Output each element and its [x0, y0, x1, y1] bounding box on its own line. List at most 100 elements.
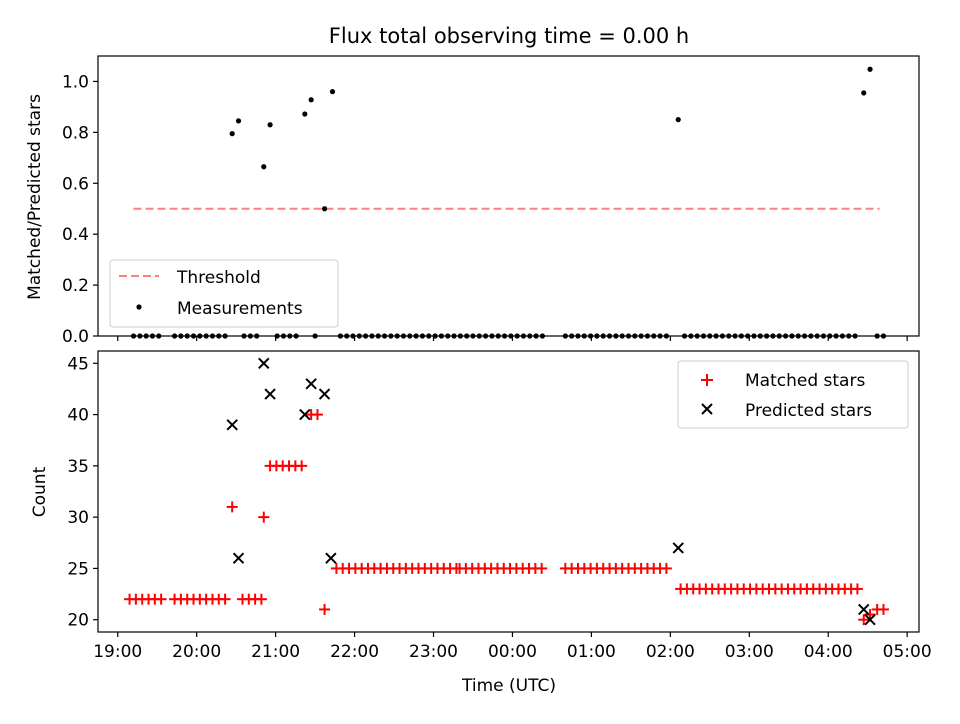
measurement-point — [432, 333, 438, 339]
measurement-point — [789, 333, 795, 339]
top-ytick-label: 0.2 — [62, 276, 89, 296]
matched-star-marker — [851, 583, 863, 595]
measurement-point — [356, 333, 362, 339]
matched-star-marker — [864, 609, 876, 621]
measurement-point — [700, 333, 707, 339]
measurement-point — [229, 131, 235, 137]
legend-measurements-swatch — [136, 304, 142, 310]
matched-star-marker — [155, 593, 167, 605]
measurement-point — [178, 333, 184, 339]
bottom-axes-frame — [97, 350, 920, 633]
bottom-ytick-label: 25 — [67, 559, 89, 579]
bottom-xlabel: Time (UTC) — [461, 676, 556, 696]
top-ytick-label: 0.6 — [62, 174, 89, 194]
matched-star-marker — [255, 593, 267, 605]
measurement-point — [267, 122, 273, 128]
measurement-point — [600, 333, 606, 339]
measurement-point — [801, 333, 808, 339]
measurement-point — [445, 333, 451, 339]
measurement-point — [413, 333, 419, 339]
bottom-data-layer — [124, 357, 889, 626]
measurement-point — [588, 333, 594, 339]
legend-predicted-label: Predicted stars — [745, 401, 872, 421]
measurement-point — [476, 333, 482, 339]
bottom-ytick-label: 30 — [67, 508, 89, 528]
measurement-point — [293, 333, 299, 339]
measurement-point — [606, 333, 613, 339]
measurement-point — [381, 333, 388, 339]
predicted-star-marker-b — [858, 603, 870, 616]
measurement-point — [235, 118, 242, 124]
measurement-point — [527, 333, 533, 339]
bottom-legend-box — [677, 360, 909, 429]
matched-star-marker — [219, 593, 231, 605]
bottom-xtick-label: 19:00 — [93, 642, 142, 662]
measurement-point — [451, 333, 457, 339]
measurement-point — [732, 333, 738, 339]
matched-star-marker — [258, 511, 270, 523]
measurement-point — [483, 333, 489, 339]
measurement-point — [280, 333, 287, 339]
predicted-star-marker-b — [318, 388, 331, 400]
bottom-xtick-label: 02:00 — [646, 642, 695, 662]
predicted-star-marker — [318, 388, 331, 400]
measurement-point — [814, 333, 820, 339]
bottom-ylabel: Count — [30, 466, 50, 517]
measurement-point — [751, 333, 757, 339]
bottom-xtick-label: 00:00 — [488, 642, 537, 662]
measurement-point — [438, 333, 444, 339]
measurement-point — [539, 333, 546, 339]
measurement-point — [321, 206, 328, 212]
measurement-point — [344, 333, 350, 339]
measurement-point — [222, 333, 228, 339]
measurement-point — [827, 333, 833, 339]
measurement-point — [770, 333, 776, 339]
predicted-star-marker-b — [672, 542, 684, 554]
predicted-star-marker — [858, 603, 870, 616]
predicted-star-marker-b — [325, 552, 337, 564]
top-ytick-label: 0.4 — [62, 225, 89, 245]
predicted-star-marker — [672, 542, 684, 554]
measurement-point — [375, 333, 381, 339]
matched-star-marker — [660, 562, 672, 574]
top-ylabel: Matched/Predicted stars — [25, 94, 45, 300]
measurement-point — [143, 333, 149, 339]
measurement-point — [795, 333, 801, 339]
measurement-point — [713, 333, 719, 339]
measurement-point — [874, 333, 880, 339]
top-data-layer — [130, 66, 887, 339]
predicted-star-marker-b — [864, 613, 876, 626]
top-legend-box — [109, 259, 339, 328]
measurement-point — [644, 333, 651, 339]
measurement-point — [203, 333, 209, 339]
measurement-point — [820, 333, 827, 339]
predicted-star-marker-b — [299, 408, 311, 421]
measurement-point — [407, 333, 413, 339]
measurement-point — [394, 333, 400, 339]
predicted-star-marker — [258, 357, 270, 370]
measurement-point — [329, 89, 336, 95]
top-plot-area: 0.0 0.2 0.4 0.6 0.8 1.0 — [62, 55, 920, 347]
predicted-star-marker — [305, 378, 317, 390]
measurement-point — [470, 333, 476, 339]
measurement-point — [719, 333, 726, 339]
measurement-point — [562, 333, 568, 339]
measurement-point — [426, 333, 432, 339]
predicted-star-marker — [325, 552, 337, 564]
predicted-star-marker — [299, 408, 311, 421]
top-legend: Threshold Measurements — [109, 259, 339, 328]
measurement-point — [489, 333, 495, 339]
measurement-point — [613, 333, 619, 339]
bottom-ytick-label: 45 — [67, 354, 89, 374]
measurement-point — [880, 333, 887, 339]
measurement-point — [675, 117, 681, 123]
measurement-point — [688, 333, 694, 339]
measurement-point — [400, 333, 407, 339]
bottom-xtick-label: 23:00 — [409, 642, 458, 662]
measurement-point — [369, 333, 375, 339]
measurement-point — [261, 164, 267, 170]
top-ytick-label: 1.0 — [62, 72, 89, 92]
measurement-point — [681, 333, 688, 339]
measurement-point — [776, 333, 782, 339]
